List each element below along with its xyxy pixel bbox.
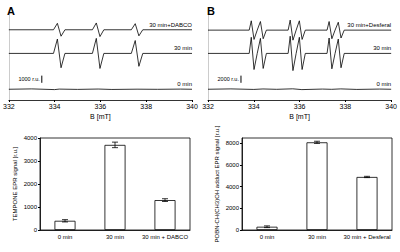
svg-text:2000: 2000 [24,181,38,187]
svg-text:3000: 3000 [24,158,38,164]
svg-text:1000 r.u.: 1000 r.u. [18,76,40,82]
svg-text:2000 r.u.: 2000 r.u. [218,76,240,82]
svg-text:334: 334 [248,103,260,110]
svg-text:30 min+DABCO: 30 min+DABCO [149,22,192,28]
svg-text:0: 0 [236,227,240,233]
svg-text:0 min: 0 min [58,234,73,240]
svg-text:30 min+Desferal: 30 min+Desferal [347,22,391,28]
svg-text:A: A [7,5,15,17]
svg-text:2000: 2000 [226,205,240,211]
svg-text:4000: 4000 [226,184,240,190]
svg-text:30 min: 30 min [308,234,326,240]
svg-text:334: 334 [49,103,61,110]
svg-text:340: 340 [186,103,198,110]
svg-text:338: 338 [340,103,352,110]
svg-text:0 min: 0 min [177,81,192,87]
svg-text:332: 332 [3,103,15,110]
svg-text:0 min: 0 min [260,234,275,240]
svg-text:B [mT]: B [mT] [90,113,111,121]
svg-text:340: 340 [385,103,397,110]
svg-text:338: 338 [140,103,152,110]
svg-text:0 min: 0 min [376,81,391,87]
svg-text:30 min + DABCO: 30 min + DABCO [142,234,189,240]
svg-text:0: 0 [34,227,38,233]
svg-text:336: 336 [294,103,306,110]
svg-text:30 min: 30 min [373,45,391,51]
svg-text:4000: 4000 [24,135,38,141]
svg-text:8000: 8000 [226,140,240,146]
svg-text:30 min + Desferal: 30 min + Desferal [343,234,390,240]
svg-text:TEMPONE EPR signal [r.u.]: TEMPONE EPR signal [r.u.] [12,146,18,221]
svg-text:B: B [207,5,215,17]
svg-text:332: 332 [202,103,214,110]
svg-text:B [mT]: B [mT] [289,113,310,121]
svg-text:1000: 1000 [24,204,38,210]
svg-text:POBN-CH(CH3)OH adduct EPR sign: POBN-CH(CH3)OH adduct EPR signal [r.u.] [214,125,220,242]
svg-text:30 min: 30 min [106,234,124,240]
svg-text:6000: 6000 [226,162,240,168]
svg-text:30 min: 30 min [174,45,192,51]
svg-text:336: 336 [95,103,107,110]
